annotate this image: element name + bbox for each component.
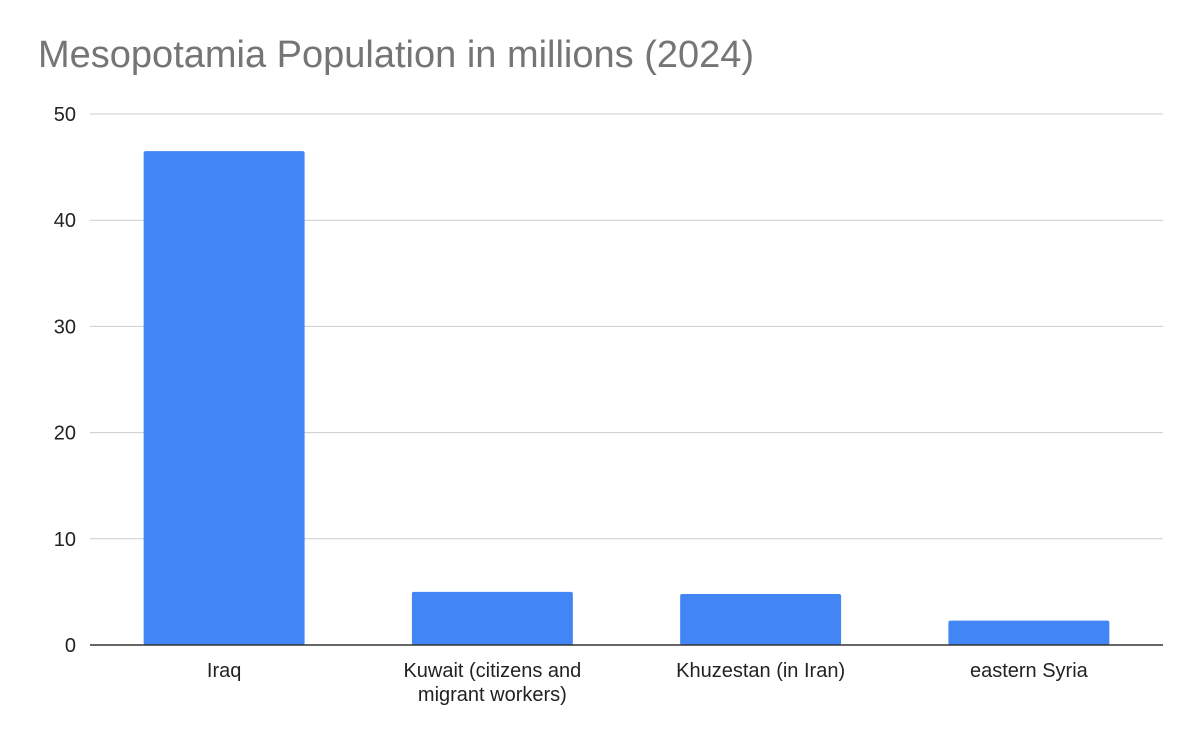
- x-category-label: migrant workers): [418, 684, 567, 706]
- y-tick-label: 0: [65, 635, 76, 657]
- y-tick-label: 40: [54, 210, 76, 232]
- y-tick-label: 10: [54, 529, 76, 551]
- bars: [143, 151, 1110, 646]
- x-category-label: eastern Syria: [970, 660, 1089, 682]
- labels: 0 10 20 30 40 50 Iraq Kuwait (citizens andmigra…: [54, 104, 1089, 706]
- y-tick-label: 50: [54, 104, 76, 126]
- x-category-label: Kuwait (citizens and: [403, 660, 581, 682]
- x-category-label: Khuzestan (in Iran): [676, 660, 845, 682]
- y-tick-label: 30: [54, 316, 76, 338]
- bar: [680, 594, 842, 645]
- y-tick-label: 20: [54, 423, 76, 445]
- bar: [411, 591, 573, 645]
- bar: [948, 620, 1110, 645]
- chart-title: Mesopotamia Population in millions (2024…: [38, 34, 755, 76]
- bar: [143, 151, 305, 646]
- x-category-label: Iraq: [207, 660, 241, 682]
